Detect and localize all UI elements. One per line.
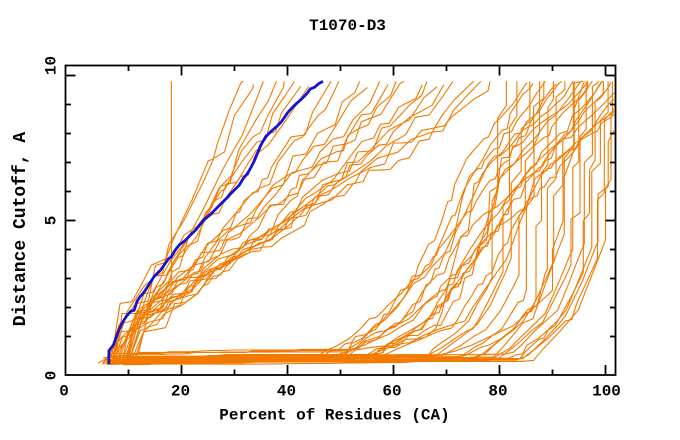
svg-text:T1070-D3: T1070-D3 — [309, 17, 386, 35]
svg-text:5: 5 — [42, 216, 60, 226]
svg-text:80: 80 — [488, 383, 507, 401]
svg-text:0: 0 — [59, 383, 69, 401]
svg-text:0: 0 — [42, 371, 60, 381]
svg-text:40: 40 — [277, 383, 296, 401]
svg-text:Percent of Residues (CA): Percent of Residues (CA) — [219, 406, 449, 424]
svg-text:10: 10 — [42, 56, 60, 75]
svg-text:60: 60 — [382, 383, 401, 401]
svg-text:100: 100 — [592, 383, 621, 401]
svg-text:Distance Cutoff, A: Distance Cutoff, A — [11, 132, 31, 327]
svg-text:20: 20 — [171, 383, 190, 401]
